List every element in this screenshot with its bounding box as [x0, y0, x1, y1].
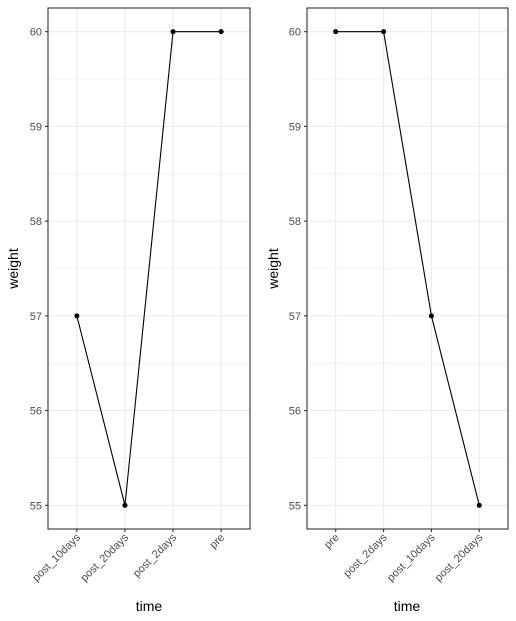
y-axis-title: weight: [265, 248, 281, 290]
data-point: [218, 29, 224, 35]
x-tick-label: pre: [322, 532, 342, 552]
y-tick-label: 55: [30, 500, 42, 512]
panel-border: [306, 7, 509, 530]
data-point: [122, 502, 128, 508]
series-line: [335, 31, 480, 506]
data-point: [74, 313, 80, 319]
y-tick-label: 58: [289, 216, 301, 228]
x-axis-title: time: [136, 598, 163, 614]
y-tick-label: 57: [289, 311, 301, 323]
series-line: [76, 31, 222, 506]
data-point: [333, 29, 339, 35]
x-tick-label: pre: [208, 532, 228, 552]
y-tick-label: 58: [30, 216, 42, 228]
x-tick-label: post_2days: [131, 531, 180, 580]
y-tick-label: 59: [289, 121, 301, 133]
x-tick-label: post_20days: [433, 531, 486, 584]
y-tick-label: 55: [289, 500, 301, 512]
y-tick-label: 56: [30, 406, 42, 418]
y-axis-title: weight: [5, 248, 21, 290]
x-tick-label: post_2days: [341, 531, 390, 580]
x-tick-label: post_20days: [78, 531, 131, 584]
data-point: [428, 313, 434, 319]
data-point: [476, 502, 482, 508]
panel-border: [47, 7, 251, 530]
y-tick-label: 60: [30, 27, 42, 39]
x-axis-title: time: [394, 598, 421, 614]
x-tick-label: post_10days: [385, 531, 438, 584]
y-tick-label: 56: [289, 406, 301, 418]
y-tick-label: 59: [30, 121, 42, 133]
x-tick-label: post_10days: [30, 531, 83, 584]
y-tick-label: 60: [289, 27, 301, 39]
data-point: [170, 29, 176, 35]
right-panel: 55 56 57 58 59 60 pre post_2dayspost_10dayspost…: [265, 7, 509, 614]
data-point: [381, 29, 387, 35]
y-tick-label: 57: [30, 311, 42, 323]
